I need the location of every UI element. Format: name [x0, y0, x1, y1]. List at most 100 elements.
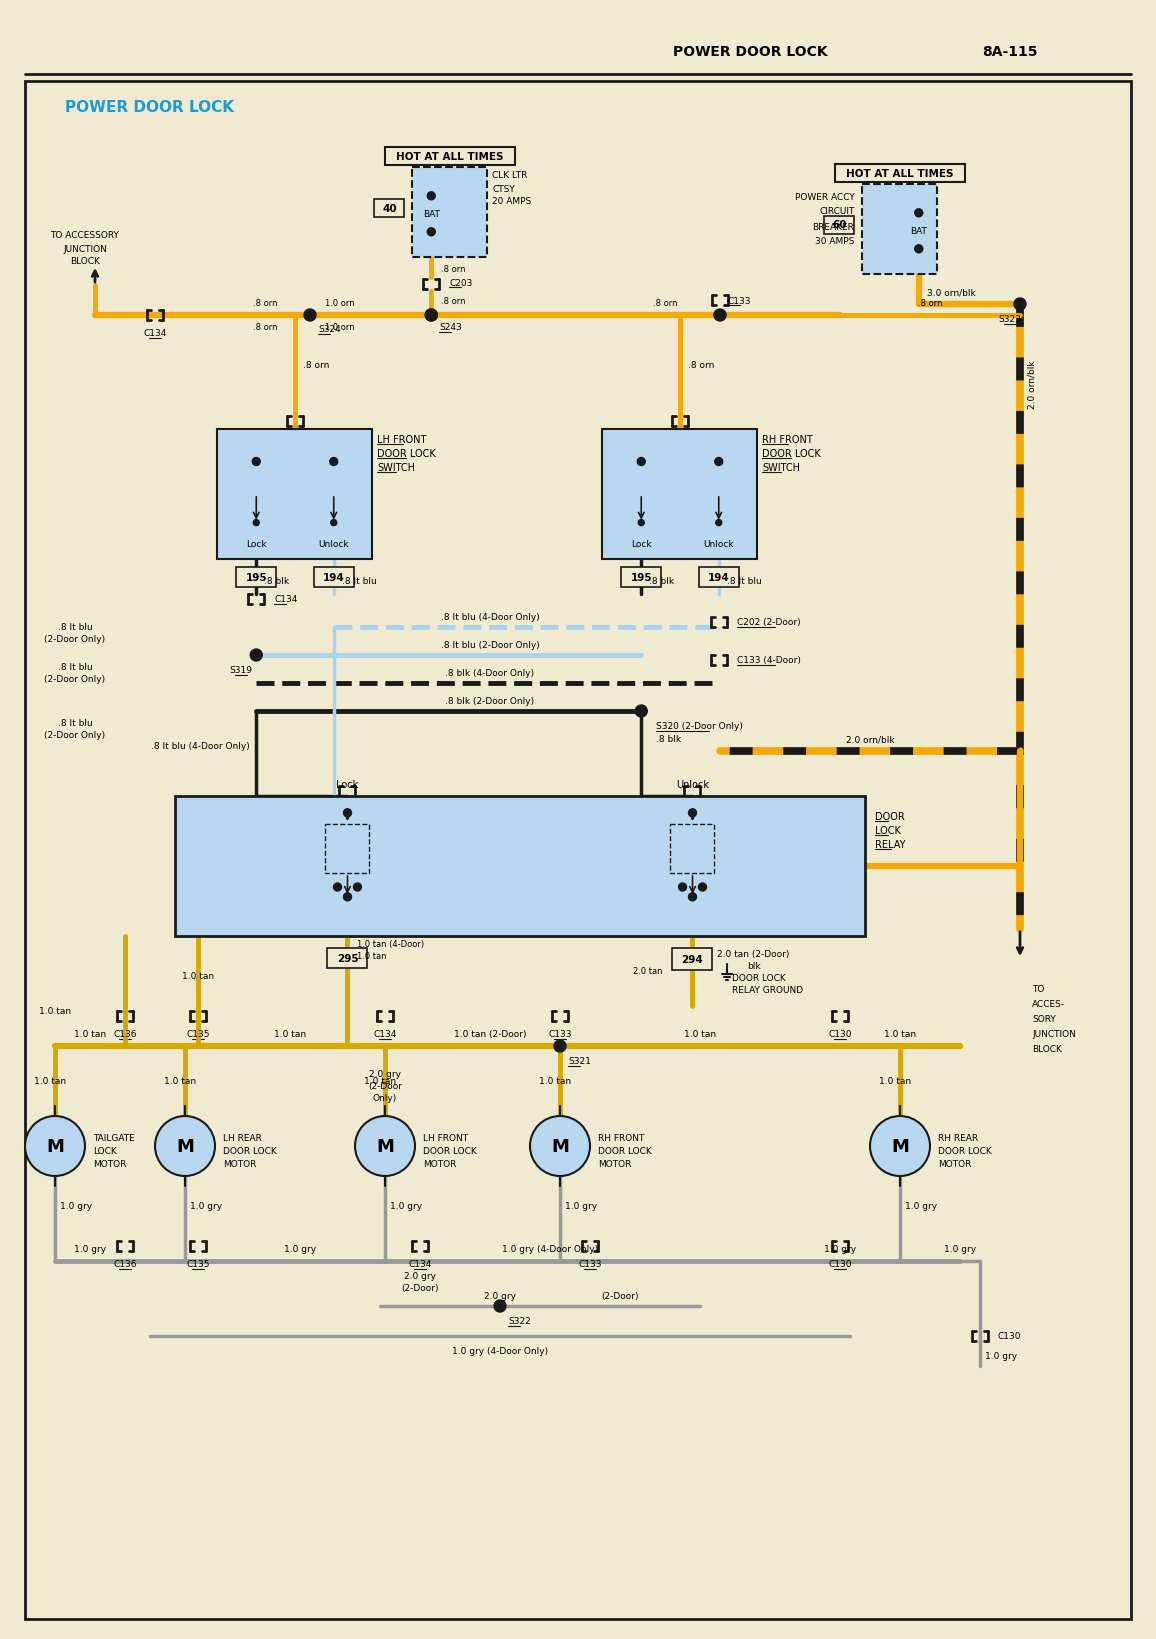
Text: 2.0 gry: 2.0 gry [403, 1272, 436, 1280]
Text: SWITCH: SWITCH [763, 462, 800, 472]
Text: 2.0 tan (2-Door): 2.0 tan (2-Door) [718, 951, 790, 959]
Text: 1.0 gry: 1.0 gry [824, 1244, 857, 1254]
Text: 1.0 tan: 1.0 tan [164, 1077, 197, 1085]
Text: .8 lt blu: .8 lt blu [342, 577, 377, 587]
Circle shape [494, 1300, 506, 1313]
Circle shape [329, 459, 338, 465]
Text: 1.0 tan: 1.0 tan [74, 1029, 106, 1039]
Text: .8 blk: .8 blk [657, 734, 681, 744]
FancyBboxPatch shape [217, 429, 372, 559]
Text: C133: C133 [548, 1029, 572, 1039]
Text: DOOR LOCK: DOOR LOCK [378, 449, 436, 459]
Text: RH FRONT: RH FRONT [763, 434, 814, 444]
Text: 1.0 tan: 1.0 tan [357, 952, 387, 960]
Text: LOCK: LOCK [875, 826, 901, 836]
Text: .8 lt blu: .8 lt blu [58, 623, 92, 633]
Text: (2-Door Only): (2-Door Only) [44, 634, 105, 644]
Circle shape [304, 310, 316, 321]
Text: MOTOR: MOTOR [598, 1160, 631, 1169]
Text: MOTOR: MOTOR [223, 1160, 257, 1169]
Text: .8 orn: .8 orn [253, 323, 277, 333]
Text: C134: C134 [408, 1260, 431, 1269]
Circle shape [428, 229, 436, 236]
Text: RH REAR: RH REAR [938, 1134, 978, 1142]
FancyBboxPatch shape [835, 166, 965, 184]
FancyBboxPatch shape [602, 429, 757, 559]
Text: .8 lt blu (4-Door Only): .8 lt blu (4-Door Only) [440, 613, 540, 623]
FancyBboxPatch shape [375, 200, 405, 218]
Circle shape [689, 893, 697, 901]
Text: (2-Door: (2-Door [368, 1082, 402, 1092]
Text: .8 orn: .8 orn [253, 300, 277, 308]
Circle shape [333, 883, 341, 892]
Text: SWITCH: SWITCH [378, 462, 415, 472]
Text: S323: S323 [999, 315, 1022, 325]
Text: LH REAR: LH REAR [223, 1134, 262, 1142]
Text: POWER DOOR LOCK: POWER DOOR LOCK [66, 100, 235, 115]
Text: 195: 195 [245, 572, 267, 582]
Circle shape [714, 310, 726, 321]
Circle shape [914, 246, 922, 254]
Text: 1.0 gry: 1.0 gry [985, 1352, 1017, 1360]
Text: M: M [891, 1137, 909, 1155]
Text: C130: C130 [828, 1260, 852, 1269]
Text: LOCK: LOCK [92, 1147, 117, 1155]
Text: TO ACCESSORY: TO ACCESSORY [51, 231, 119, 241]
Text: DOOR LOCK: DOOR LOCK [223, 1147, 276, 1155]
Text: POWER ACCY: POWER ACCY [794, 192, 854, 202]
Text: JUNCTION: JUNCTION [64, 244, 108, 254]
Text: (2-Door): (2-Door) [601, 1292, 639, 1301]
FancyBboxPatch shape [313, 567, 354, 588]
Text: Lock: Lock [631, 539, 652, 549]
Text: blk: blk [748, 962, 761, 970]
Text: BAT: BAT [423, 210, 439, 220]
Text: BLOCK: BLOCK [71, 257, 99, 266]
Text: LH FRONT: LH FRONT [378, 434, 427, 444]
Circle shape [343, 893, 351, 901]
Text: DOOR LOCK: DOOR LOCK [423, 1147, 476, 1155]
Circle shape [25, 1116, 86, 1177]
Text: S320 (2-Door Only): S320 (2-Door Only) [657, 723, 743, 731]
Circle shape [716, 520, 721, 526]
Text: DOOR: DOOR [875, 811, 905, 821]
FancyBboxPatch shape [698, 567, 739, 588]
Text: C133 (4-Door): C133 (4-Door) [736, 656, 801, 665]
Text: BREAKER: BREAKER [813, 223, 854, 231]
Text: 2.0 orn/blk: 2.0 orn/blk [846, 734, 895, 744]
Text: 194: 194 [323, 572, 344, 582]
Text: 40: 40 [383, 203, 397, 213]
Text: 2.0 gry: 2.0 gry [369, 1070, 401, 1078]
Text: Unlock: Unlock [318, 539, 349, 549]
Text: C130: C130 [828, 1029, 852, 1039]
Text: C133: C133 [578, 1260, 602, 1269]
Circle shape [914, 210, 922, 218]
Text: 2.0 gry: 2.0 gry [484, 1292, 516, 1301]
Text: 20 AMPS: 20 AMPS [492, 197, 532, 207]
Text: C133: C133 [728, 297, 751, 305]
Circle shape [354, 883, 362, 892]
Text: RELAY: RELAY [875, 839, 905, 849]
Text: .8 blk (4-Door Only): .8 blk (4-Door Only) [445, 669, 534, 679]
FancyBboxPatch shape [621, 567, 661, 588]
Text: M: M [46, 1137, 64, 1155]
Text: BAT: BAT [910, 228, 927, 236]
Text: 1.0 gry: 1.0 gry [944, 1244, 976, 1254]
Text: S324: S324 [318, 325, 341, 334]
FancyBboxPatch shape [670, 824, 714, 874]
Text: CTSY: CTSY [492, 184, 516, 193]
Circle shape [252, 459, 260, 465]
Text: 1.0 gry (4-Door Only): 1.0 gry (4-Door Only) [452, 1347, 548, 1355]
Text: C134: C134 [274, 595, 297, 605]
FancyBboxPatch shape [236, 567, 276, 588]
Text: 1.0 tan (2-Door): 1.0 tan (2-Door) [454, 1029, 526, 1039]
Text: .8 lt blu (2-Door Only): .8 lt blu (2-Door Only) [440, 641, 540, 651]
FancyBboxPatch shape [413, 167, 488, 257]
Circle shape [253, 520, 259, 526]
Circle shape [689, 810, 697, 818]
Text: .8 blk: .8 blk [650, 577, 674, 587]
Text: HOT AT ALL TIMES: HOT AT ALL TIMES [397, 152, 504, 162]
Text: C134: C134 [143, 329, 166, 338]
Text: 194: 194 [707, 572, 729, 582]
Text: 3.0 orn/blk: 3.0 orn/blk [927, 288, 976, 297]
Text: .8 lt blu (4-Door Only): .8 lt blu (4-Door Only) [150, 742, 250, 751]
